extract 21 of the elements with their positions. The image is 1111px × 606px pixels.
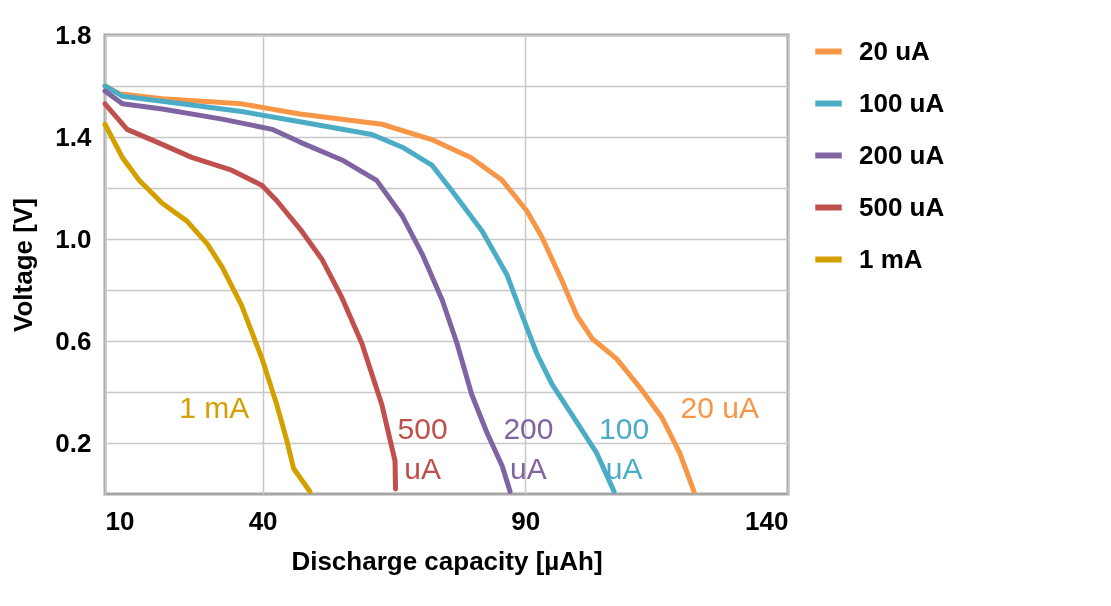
legend-label: 500 uA [859,191,945,222]
y-axis-title: Voltage [V] [8,198,39,332]
x-tick-label: 140 [745,505,789,536]
x-tick-label: 10 [105,505,135,536]
y-tick-label: 1.8 [55,19,92,50]
legend-label: 100 uA [859,87,945,118]
x-tick-label: 40 [248,505,278,536]
x-axis-title: Discharge capacity [µAh] [291,545,603,576]
annotation: 500 uA [397,411,448,485]
legend-label: 200 uA [859,139,945,170]
legend-label: 1 mA [859,243,923,274]
x-tick-label: 90 [511,505,541,536]
annotation: 20 uA [680,391,759,425]
annotation: 100 uA [599,411,650,485]
annotation: 1 mA [179,391,250,425]
y-tick-label: 0.6 [55,325,92,356]
y-tick-label: 1.4 [55,121,93,152]
y-tick-label: 1.0 [55,223,92,254]
legend-label: 20 uA [859,35,931,66]
annotation: 200 uA [503,411,554,485]
y-tick-label: 0.2 [55,427,92,458]
